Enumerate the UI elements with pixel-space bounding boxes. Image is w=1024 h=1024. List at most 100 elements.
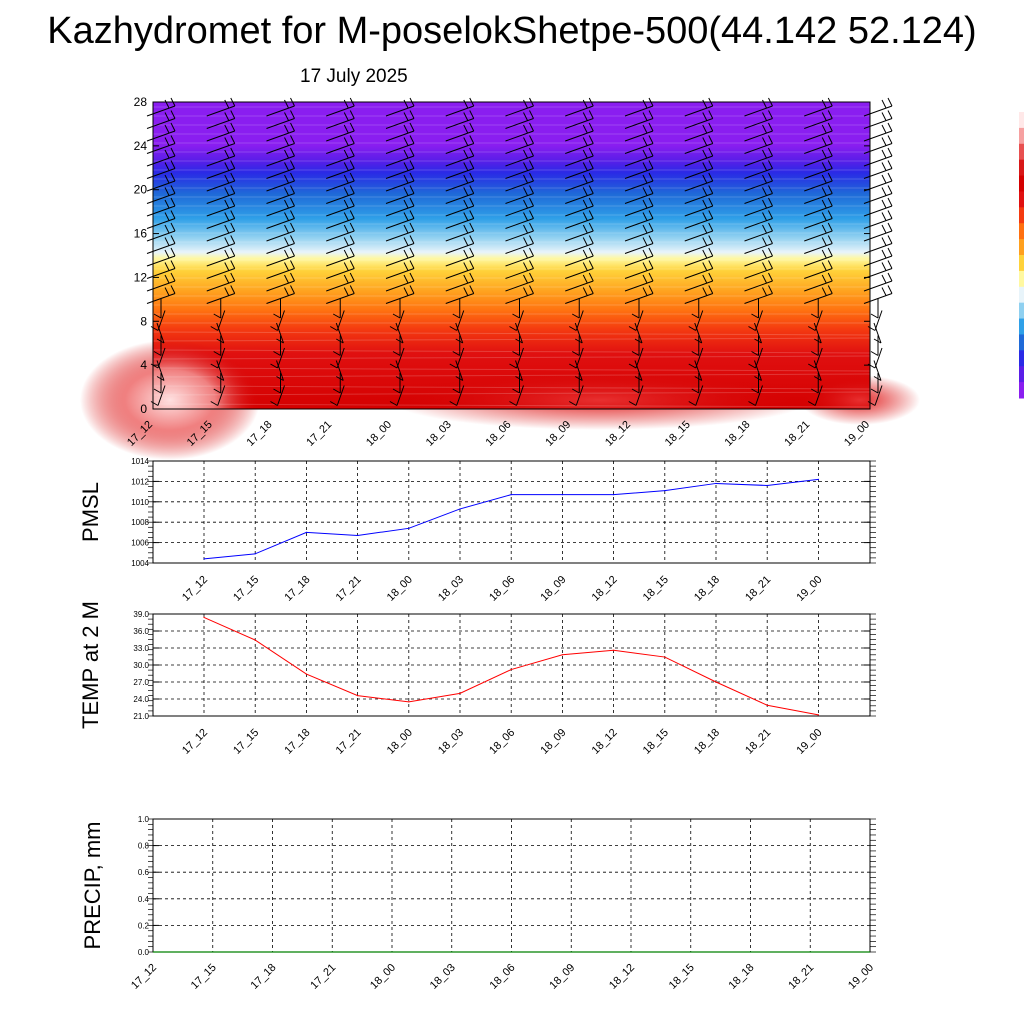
wind-barb: [206, 147, 236, 167]
wind-barb: [808, 385, 823, 406]
barb-flag: [343, 174, 349, 184]
barb-shaft: [326, 143, 355, 154]
wind-barb: [146, 147, 176, 167]
barb-shaft: [277, 310, 285, 331]
x-tick-label: 17_21: [308, 962, 338, 992]
barb-flag: [808, 401, 816, 406]
barb-shaft: [146, 268, 176, 279]
barb-flag: [224, 237, 230, 246]
barb-shaft: [385, 155, 415, 167]
wind-barb: [385, 122, 415, 142]
barb-flag: [827, 222, 833, 232]
barb-shaft: [505, 205, 534, 217]
barb-flag: [224, 112, 230, 121]
barb-flag: [224, 137, 230, 146]
barb-shaft: [684, 130, 713, 142]
barb-flag: [811, 313, 819, 319]
barb-flag: [284, 99, 289, 109]
barb-flag: [748, 401, 756, 406]
barb-flag: [642, 287, 648, 296]
barb-flag: [469, 185, 475, 194]
barb-flag: [230, 110, 236, 119]
colorbar-segment: [1019, 159, 1024, 177]
y-tick-label: 16: [134, 227, 148, 241]
barb-flag: [284, 149, 289, 159]
barb-flag: [529, 285, 534, 294]
colorbar-segment: [1019, 366, 1024, 383]
barb-shaft: [326, 168, 355, 179]
barb-shaft: [574, 322, 583, 344]
data-point: [715, 482, 717, 485]
barb-flag: [762, 174, 767, 184]
wind-barb: [684, 110, 714, 129]
barb-shaft: [326, 230, 355, 242]
barb-flag: [343, 262, 349, 271]
wind-barb: [688, 310, 704, 331]
barb-flag: [343, 124, 349, 134]
wind-barb: [628, 310, 644, 331]
barb-flag: [284, 224, 289, 234]
pmsl-panel-ylabel: PMSL: [78, 482, 103, 542]
wind-barb: [505, 210, 534, 229]
wind-barb: [146, 260, 176, 279]
wind-barb: [870, 373, 879, 394]
barb-flag: [702, 162, 708, 171]
wind-barb: [266, 260, 295, 279]
barb-flag: [349, 222, 355, 232]
wind-barb: [385, 110, 415, 129]
barb-shaft: [624, 205, 654, 217]
barb-shaft: [863, 105, 893, 117]
barb-flag: [469, 147, 475, 157]
barb-shaft: [565, 193, 594, 204]
barb-flag: [523, 149, 528, 159]
barb-flag: [642, 112, 648, 121]
barb-flag: [870, 351, 879, 356]
barb-flag: [529, 222, 534, 232]
y-tick-label: 1006: [131, 539, 149, 548]
barb-flag: [509, 401, 517, 406]
barb-shaft: [874, 385, 883, 406]
barb-shaft: [206, 105, 235, 117]
barb-flag: [290, 210, 295, 219]
barb-shaft: [146, 193, 176, 204]
barb-flag: [821, 237, 827, 246]
barb-flag: [821, 224, 827, 234]
wind-barb: [385, 185, 415, 204]
barb-flag: [870, 388, 879, 394]
barb-shaft: [146, 255, 176, 267]
wind-barb: [811, 298, 819, 319]
barb-shaft: [565, 243, 594, 254]
barb-shaft: [157, 310, 166, 331]
barb-flag: [588, 160, 594, 169]
barb-flag: [529, 272, 534, 282]
barb-shaft: [326, 180, 355, 192]
barb-flag: [230, 210, 236, 219]
wind-barb: [206, 160, 236, 179]
barb-flag: [762, 212, 767, 221]
barb-flag: [762, 149, 767, 159]
wind-barb: [206, 260, 236, 279]
barb-flag: [463, 262, 469, 271]
wind-barb: [624, 247, 654, 267]
wind-barb: [804, 135, 833, 154]
data-point: [408, 527, 410, 529]
heatmap-hot-spot: [80, 340, 260, 460]
barb-flag: [762, 99, 767, 109]
barb-shaft: [634, 322, 643, 344]
wind-barb: [684, 247, 714, 267]
barb-flag: [349, 210, 355, 219]
barb-shaft: [684, 143, 713, 154]
barb-flag: [343, 224, 349, 234]
barb-flag: [887, 235, 893, 244]
data-point: [510, 494, 512, 496]
y-tick-label: 1008: [131, 518, 149, 527]
barb-shaft: [863, 130, 893, 142]
barb-flag: [881, 162, 887, 171]
barb-flag: [751, 351, 759, 356]
colorbar-segment: [1019, 207, 1024, 224]
barb-flag: [588, 210, 594, 219]
barb-shaft: [505, 193, 534, 204]
barb-shaft: [744, 130, 773, 142]
barb-shaft: [635, 310, 644, 331]
barb-flag: [284, 237, 289, 246]
